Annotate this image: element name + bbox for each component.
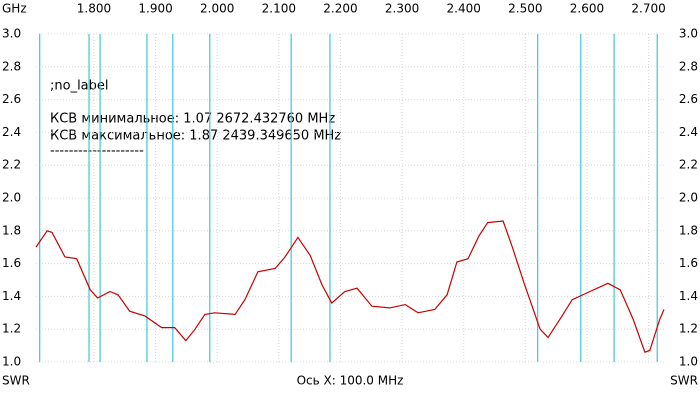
y2-tick-label: 1.8 <box>679 223 698 237</box>
y2-tick-label: 3.0 <box>679 27 698 41</box>
x-tick-label: 2.100 <box>262 2 296 16</box>
y-tick-label: 2.8 <box>2 59 21 73</box>
x-tick-label: 2.600 <box>570 2 604 16</box>
x-tick-label: 2.200 <box>323 2 357 16</box>
y2-tick-label: 2.2 <box>679 158 698 172</box>
x-tick-label: 2.300 <box>385 2 419 16</box>
y2-tick-label: 2.4 <box>679 125 698 139</box>
y-tick-label: 1.8 <box>2 223 21 237</box>
annotation: -------------------- <box>50 144 144 159</box>
y-axis-label: SWR <box>2 374 30 388</box>
y-tick-label: 1.4 <box>2 289 21 303</box>
y2-tick-label: 2.0 <box>679 191 698 205</box>
y2-tick-label: 1.6 <box>679 256 698 270</box>
y2-tick-label: 1.4 <box>679 289 698 303</box>
x-axis-label: Ось X: 100.0 MHz <box>297 374 404 388</box>
y-tick-label: 1.2 <box>2 322 21 336</box>
y-tick-label: 2.0 <box>2 191 21 205</box>
x-tick-label: 2.000 <box>200 2 234 16</box>
x-tick-label: 1.800 <box>77 2 111 16</box>
x-tick-label: 2.700 <box>631 2 665 16</box>
y-tick-label: 2.6 <box>2 92 21 106</box>
annotation: КСВ минимальное: 1.07 2672.432760 MHz <box>50 112 335 127</box>
y-tick-label: 3.0 <box>2 27 21 41</box>
y-tick-label: 2.4 <box>2 125 21 139</box>
y-tick-label: 1.0 <box>2 355 21 369</box>
y2-tick-label: 2.6 <box>679 92 698 106</box>
y2-axis-label: SWR <box>670 374 698 388</box>
x-tick-label: 2.400 <box>447 2 481 16</box>
x-unit: GHz <box>2 2 27 16</box>
x-tick-label: 2.500 <box>508 2 542 16</box>
y2-tick-label: 1.2 <box>679 322 698 336</box>
y2-tick-label: 1.0 <box>679 355 698 369</box>
y-tick-label: 1.6 <box>2 256 21 270</box>
y2-tick-label: 2.8 <box>679 59 698 73</box>
y-tick-label: 2.2 <box>2 158 21 172</box>
annotation: КСВ максимальное: 1.87 2439.349650 MHz <box>50 129 341 144</box>
x-tick-label: 1.900 <box>138 2 172 16</box>
swr-line <box>35 220 665 353</box>
